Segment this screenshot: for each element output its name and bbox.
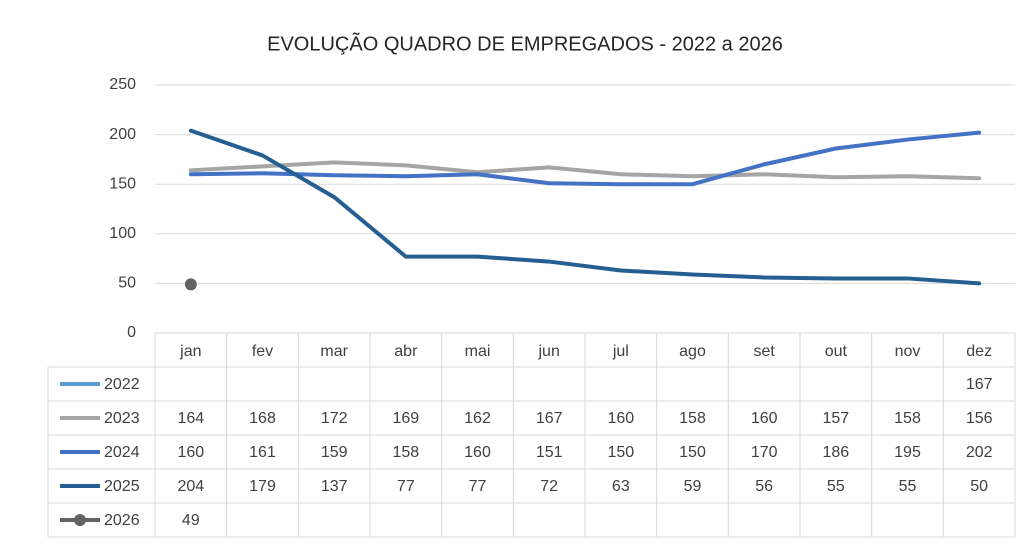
x-tick-label: set: [753, 343, 775, 360]
table-value: 169: [392, 410, 419, 427]
table-value: 50: [970, 478, 988, 495]
table-value: 168: [249, 410, 276, 427]
y-tick-label: 150: [109, 175, 136, 192]
table-value: 63: [612, 478, 630, 495]
y-tick-label: 50: [118, 275, 136, 292]
x-tick-label: ago: [679, 343, 706, 360]
table-value: 164: [177, 410, 204, 427]
table-value: 179: [249, 478, 276, 495]
series-line: [188, 160, 982, 181]
table-value: 160: [607, 410, 634, 427]
x-tick-label: mar: [320, 343, 348, 360]
x-tick-label: nov: [895, 343, 921, 360]
y-tick-label: 100: [109, 225, 136, 242]
table-value: 186: [822, 444, 849, 461]
table-value: 150: [607, 444, 634, 461]
legend-marker: [74, 514, 86, 526]
table-value: 159: [321, 444, 348, 461]
table-value: 158: [894, 410, 921, 427]
table-value: 49: [182, 512, 200, 529]
legend-label: 2024: [104, 444, 140, 461]
table-value: 162: [464, 410, 491, 427]
table-value: 72: [540, 478, 558, 495]
table-value: 56: [755, 478, 773, 495]
table-value: 158: [392, 444, 419, 461]
table-value: 59: [684, 478, 702, 495]
table-value: 202: [966, 444, 993, 461]
x-tick-label: jan: [179, 343, 201, 360]
table-value: 77: [397, 478, 415, 495]
table-value: 161: [249, 444, 276, 461]
y-tick-label: 250: [109, 76, 136, 93]
x-tick-label: fev: [252, 343, 273, 360]
table-value: 157: [822, 410, 849, 427]
table-value: 204: [177, 478, 204, 495]
x-tick-label: abr: [394, 343, 418, 360]
x-tick-label: jul: [612, 343, 629, 360]
table-value: 55: [827, 478, 845, 495]
y-tick-label: 200: [109, 126, 136, 143]
table-value: 167: [966, 376, 993, 393]
table-value: 160: [751, 410, 778, 427]
legend-label: 2026: [104, 512, 140, 529]
x-tick-label: out: [825, 343, 848, 360]
table-value: 156: [966, 410, 993, 427]
x-tick-label: dez: [966, 343, 992, 360]
x-tick-label: jun: [537, 343, 559, 360]
series-marker: [184, 278, 197, 291]
y-tick-label: 0: [127, 324, 136, 341]
table-value: 55: [899, 478, 917, 495]
table-value: 158: [679, 410, 706, 427]
table-value: 137: [321, 478, 348, 495]
table-value: 160: [464, 444, 491, 461]
table-value: 151: [536, 444, 563, 461]
table-value: 150: [679, 444, 706, 461]
legend-label: 2023: [104, 410, 140, 427]
table-value: 195: [894, 444, 921, 461]
table-value: 167: [536, 410, 563, 427]
chart-title: EVOLUÇÃO QUADRO DE EMPREGADOS - 2022 a 2…: [267, 31, 783, 55]
series-line: [188, 128, 982, 286]
table-value: 170: [751, 444, 778, 461]
table-value: 160: [177, 444, 204, 461]
legend-label: 2025: [104, 478, 140, 495]
table-value: 172: [321, 410, 348, 427]
table-value: 77: [469, 478, 487, 495]
legend-label: 2022: [104, 376, 140, 393]
series-line: [188, 130, 982, 187]
x-tick-label: mai: [465, 343, 491, 360]
